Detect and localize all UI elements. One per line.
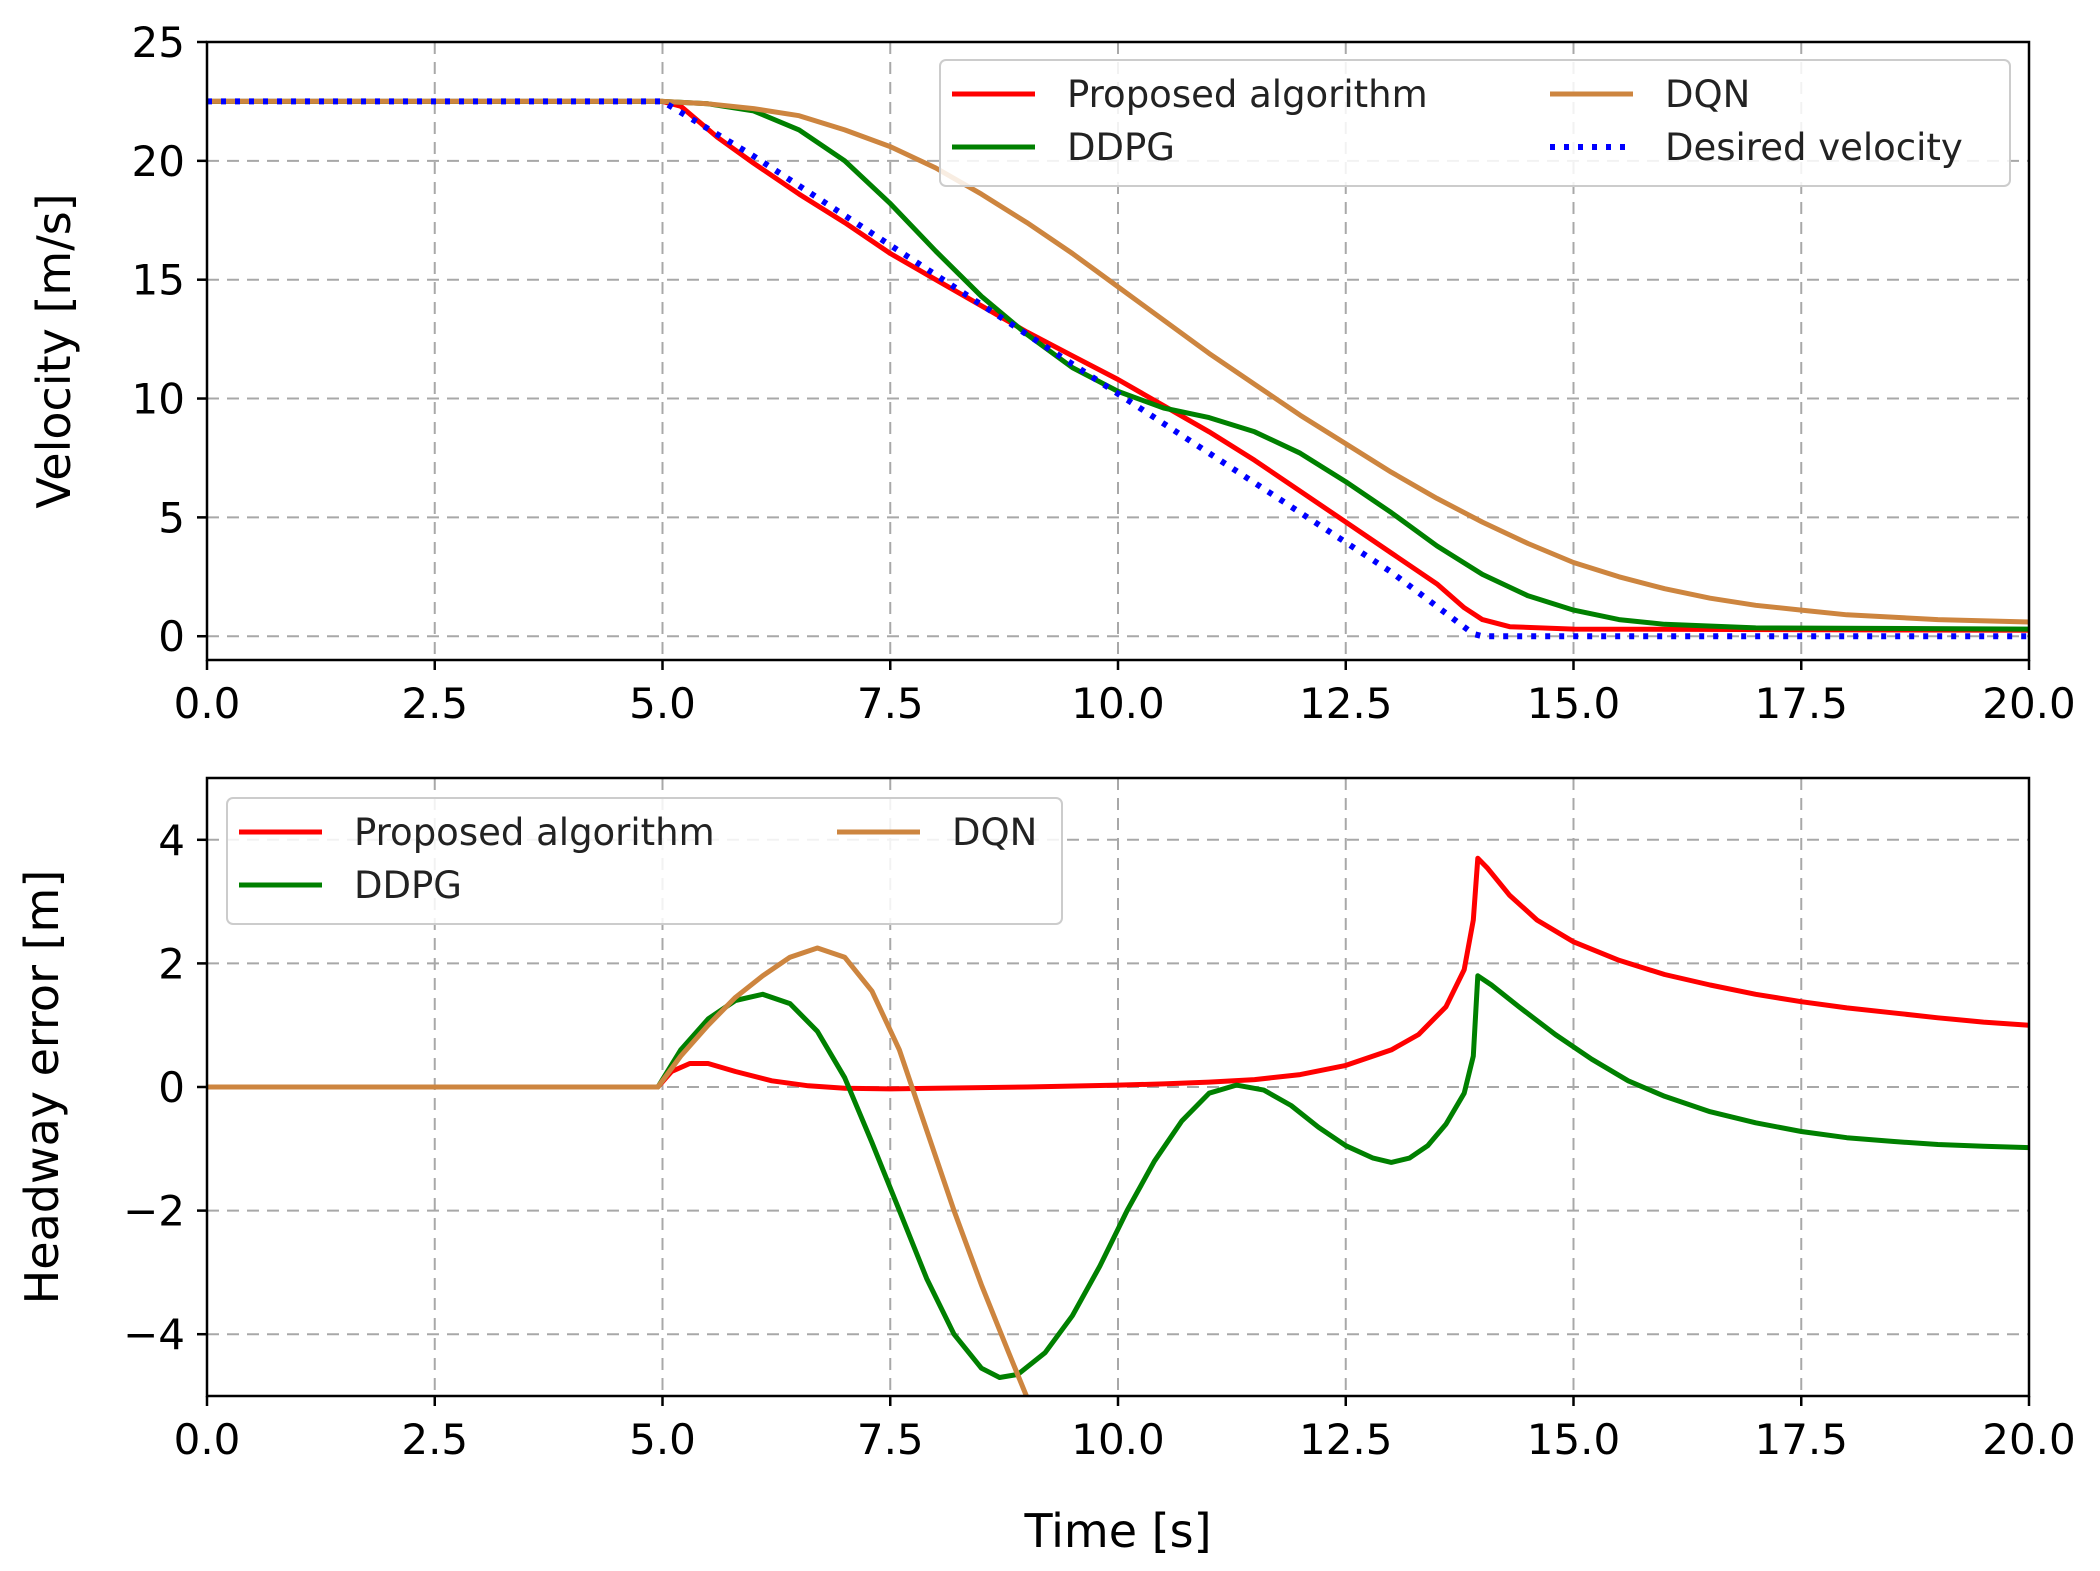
headway-x-tick-label: 2.5 — [401, 1415, 468, 1464]
velocity-legend-box — [939, 59, 2011, 187]
velocity-x-tick-label: 2.5 — [401, 679, 468, 728]
velocity-x-tick-label: 0.0 — [174, 679, 241, 728]
headway-y-tick-label: 0 — [158, 1063, 185, 1112]
velocity-y-tick-label: 25 — [132, 18, 185, 67]
velocity-x-tick-label: 5.0 — [629, 679, 696, 728]
headway-ticks: 0.0 2.5 5.0 7.5 10.0 12.5 15.0 17.5 20.0 −4 −2 0 2 4 — [123, 816, 2076, 1464]
velocity-ticks: 0.0 2.5 5.0 7.5 10.0 12.5 15.0 17.5 20.0 0 5 10 15 20… — [132, 18, 2076, 728]
legend-label-dqn: DQN — [952, 811, 1037, 854]
legend-label-dqn: DQN — [1665, 73, 1750, 116]
velocity-x-tick-label: 17.5 — [1754, 679, 1848, 728]
headway-y-tick-label: −4 — [123, 1310, 185, 1359]
headway-x-tick-label: 12.5 — [1299, 1415, 1393, 1464]
legend-label-ddpg: DDPG — [1067, 126, 1175, 169]
headway-x-tick-label: 15.0 — [1527, 1415, 1621, 1464]
velocity-series-ddpg — [207, 98, 2029, 632]
headway-x-tick-label: 0.0 — [174, 1415, 241, 1464]
velocity-series-proposed-algorithm — [207, 98, 2029, 633]
velocity-x-tick-label: 10.0 — [1071, 679, 1165, 728]
headway-x-axis-label: Time [s] — [1023, 1504, 1211, 1558]
legend-label-desired: Desired velocity — [1665, 126, 1963, 169]
headway-x-tick-label: 17.5 — [1754, 1415, 1848, 1464]
velocity-y-tick-label: 15 — [132, 256, 185, 305]
velocity-legend: Proposed algorithm DQN DDPG Desired velo… — [939, 59, 2011, 187]
velocity-series-desired-velocity — [207, 98, 2029, 640]
headway-series — [207, 855, 2029, 1396]
headway-x-tick-label: 10.0 — [1071, 1415, 1165, 1464]
legend-label-ddpg: DDPG — [354, 864, 462, 907]
velocity-series — [207, 98, 2029, 640]
legend-label-proposed: Proposed algorithm — [354, 811, 715, 854]
velocity-series-dqn — [207, 98, 2029, 625]
velocity-x-tick-label: 12.5 — [1299, 679, 1393, 728]
velocity-x-tick-label: 20.0 — [1982, 679, 2076, 728]
headway-legend: Proposed algorithm DQN DDPG — [226, 797, 1063, 925]
headway-y-axis-label: Headway error [m] — [15, 870, 69, 1305]
velocity-x-tick-label: 7.5 — [857, 679, 924, 728]
headway-x-tick-label: 20.0 — [1982, 1415, 2076, 1464]
headway-x-tick-label: 7.5 — [857, 1415, 924, 1464]
velocity-y-tick-label: 20 — [132, 137, 185, 186]
headway-plot: 0.0 2.5 5.0 7.5 10.0 12.5 15.0 17.5 20.0−4−2024 … — [15, 776, 2076, 1558]
headway-y-tick-label: 2 — [158, 939, 185, 988]
headway-y-tick-label: 4 — [158, 816, 185, 865]
headway-series-dqn — [207, 945, 1030, 1396]
legend-label-proposed: Proposed algorithm — [1067, 73, 1428, 116]
velocity-y-tick-label: 5 — [158, 493, 185, 542]
velocity-x-tick-label: 15.0 — [1527, 679, 1621, 728]
headway-series-ddpg — [207, 973, 2029, 1380]
headway-y-tick-label: −2 — [123, 1187, 185, 1236]
velocity-y-tick-label: 10 — [132, 375, 185, 424]
velocity-y-axis-label: Velocity [m/s] — [27, 193, 81, 508]
headway-x-tick-label: 5.0 — [629, 1415, 696, 1464]
headway-series-proposed-algorithm — [207, 855, 2029, 1092]
velocity-plot: 0.0 2.5 5.0 7.5 10.0 12.5 15.0 17.5 20.0 0 5 10 15 20… — [27, 18, 2076, 728]
velocity-y-tick-label: 0 — [158, 612, 185, 661]
